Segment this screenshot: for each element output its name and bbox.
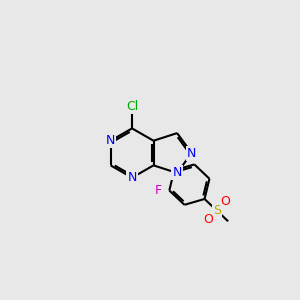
Text: N: N xyxy=(187,146,196,160)
Text: O: O xyxy=(220,195,230,208)
Text: S: S xyxy=(213,204,221,217)
Text: F: F xyxy=(154,184,162,197)
Text: O: O xyxy=(203,213,213,226)
Text: N: N xyxy=(172,167,182,179)
Text: N: N xyxy=(106,134,115,147)
Text: Cl: Cl xyxy=(126,100,138,112)
Text: N: N xyxy=(128,171,137,184)
